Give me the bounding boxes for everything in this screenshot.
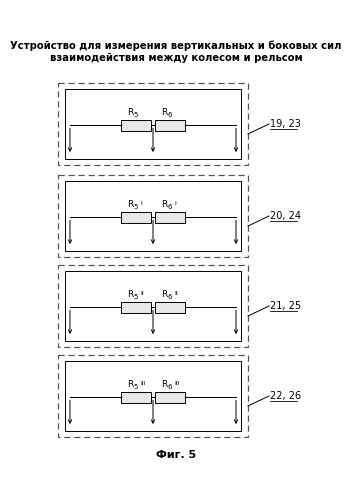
Text: 6: 6	[167, 294, 172, 300]
Text: 5: 5	[133, 204, 137, 210]
Text: Фиг. 5: Фиг. 5	[156, 450, 196, 460]
Text: R: R	[161, 200, 167, 209]
Text: 19, 23: 19, 23	[270, 119, 301, 129]
Bar	[58, 265, 248, 347]
Text: Устройство для измерения вертикальных и боковых сил: Устройство для измерения вертикальных и …	[10, 41, 342, 51]
Text: R: R	[161, 380, 167, 389]
Bar	[121, 302, 151, 313]
Text: I: I	[140, 201, 142, 206]
Text: R: R	[127, 290, 133, 299]
Bar	[155, 212, 185, 223]
Bar	[155, 120, 185, 131]
Text: III: III	[140, 381, 146, 386]
Bar	[65, 89, 241, 159]
Text: R: R	[161, 290, 167, 299]
Text: III: III	[174, 381, 180, 386]
Text: 5: 5	[133, 112, 137, 118]
Text: 5: 5	[133, 384, 137, 390]
Bar	[58, 355, 248, 437]
Bar	[121, 120, 151, 131]
Bar	[121, 212, 151, 223]
Text: взаимодействия между колесом и рельсом: взаимодействия между колесом и рельсом	[50, 53, 303, 63]
Text: II: II	[140, 291, 144, 296]
Bar	[65, 181, 241, 251]
Bar	[65, 271, 241, 341]
Text: 5: 5	[133, 294, 137, 300]
Bar	[58, 83, 248, 165]
Text: 22, 26: 22, 26	[270, 391, 301, 401]
Text: I: I	[174, 201, 176, 206]
Text: 6: 6	[167, 112, 172, 118]
Text: 21, 25: 21, 25	[270, 301, 301, 311]
Bar	[58, 175, 248, 257]
Text: R: R	[127, 380, 133, 389]
Text: R: R	[127, 108, 133, 117]
Text: II: II	[174, 291, 178, 296]
Text: R: R	[161, 108, 167, 117]
Bar	[155, 302, 185, 313]
Bar	[121, 392, 151, 403]
Text: 6: 6	[167, 204, 172, 210]
Bar	[65, 361, 241, 431]
Text: 6: 6	[167, 384, 172, 390]
Text: 20, 24: 20, 24	[270, 211, 301, 221]
Bar	[155, 392, 185, 403]
Text: R: R	[127, 200, 133, 209]
